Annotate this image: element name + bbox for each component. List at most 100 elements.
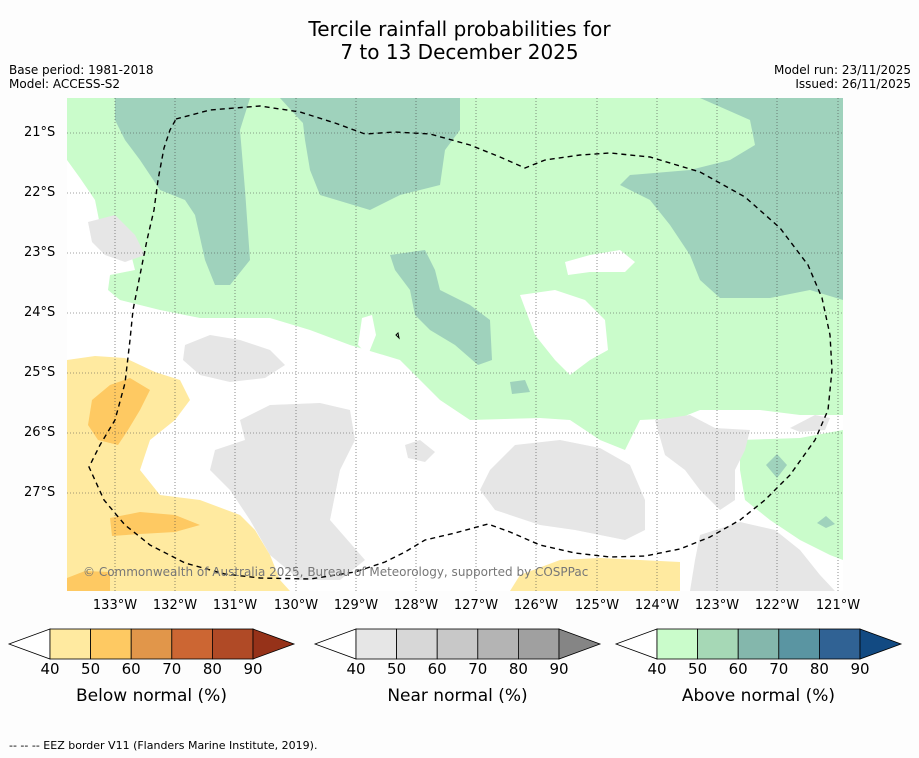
above-normal-50-spot	[510, 380, 530, 394]
colorbar-segment	[355, 628, 397, 660]
colorbar-segment	[477, 628, 519, 660]
title-line-2: 7 to 13 December 2025	[340, 40, 579, 64]
white-hole	[565, 250, 635, 275]
colorbar-extend-low	[7, 628, 51, 660]
grid-lines	[67, 98, 843, 591]
colorbar-segment	[130, 628, 173, 660]
colorbar-tick-label: 50	[387, 660, 407, 678]
below-normal-60-region-3	[67, 571, 110, 591]
colorbar-segment	[436, 628, 479, 660]
colorbar-tick-label: 70	[162, 660, 182, 678]
small-island	[395, 331, 400, 340]
below-normal-region-2	[510, 558, 680, 591]
colorbar-tick-label: 80	[202, 660, 222, 678]
colorbar-tick-label: 50	[688, 660, 708, 678]
longitude-label: 132°W	[152, 598, 198, 613]
longitude-label: 129°W	[333, 598, 379, 613]
above-normal-50-spot-2	[766, 454, 787, 478]
colorbar-tick-label: 70	[468, 660, 488, 678]
above-normal-50-region-4	[390, 250, 492, 365]
longitude-label: 131°W	[212, 598, 258, 613]
longitude-label: 122°W	[754, 598, 800, 613]
colorbar-extend-low	[614, 628, 658, 660]
colorbar-extend-high	[558, 628, 602, 660]
near-normal-region-2	[183, 335, 285, 382]
map-area	[67, 98, 843, 591]
colorbar-extend-high	[859, 628, 903, 660]
colorbar-segment	[211, 628, 254, 660]
longitude-label: 128°W	[393, 598, 439, 613]
colorbar-2	[313, 628, 602, 660]
longitude-label: 125°W	[574, 598, 620, 613]
above-normal-region-lower-right	[740, 430, 843, 560]
colorbar-segment	[49, 628, 91, 660]
latitude-label: 23°S	[24, 245, 56, 260]
footer-note: -- -- -- EEZ border V11 (Flanders Marine…	[9, 739, 318, 752]
colorbar-title: Near normal (%)	[387, 686, 528, 706]
meta-left: Base period: 1981-2018 Model: ACCESS-S2	[9, 63, 154, 91]
colorbar-extend-high	[252, 628, 296, 660]
copyright-notice: © Commonwealth of Australia 2025, Bureau…	[83, 565, 589, 579]
near-normal-region-4	[405, 440, 435, 462]
colorbar-segment	[737, 628, 780, 660]
latitude-label: 26°S	[24, 425, 56, 440]
colorbar-segment	[90, 628, 132, 660]
above-normal-50-spot-3	[817, 516, 835, 528]
colorbar-segment	[518, 628, 560, 660]
colorbar-tick-label: 90	[243, 660, 263, 678]
below-normal-60-region-2	[110, 512, 200, 536]
colorbar-segment	[697, 628, 739, 660]
colorbar-tick-label: 80	[508, 660, 528, 678]
base-period: Base period: 1981-2018	[9, 63, 154, 77]
colorbars	[7, 628, 903, 660]
latitude-label: 22°S	[24, 185, 56, 200]
colorbar-tick-label: 70	[769, 660, 789, 678]
colorbar-tick-label: 40	[647, 660, 667, 678]
colorbar-segment	[396, 628, 438, 660]
model-run: Model run: 23/11/2025	[773, 63, 911, 77]
above-normal-50-region-2	[115, 98, 250, 285]
colorbar-tick-label: 40	[40, 660, 60, 678]
longitude-label: 121°W	[815, 598, 861, 613]
colorbar-segment	[819, 628, 861, 660]
above-normal-50-region-3	[300, 98, 460, 210]
title-line-1: Tercile rainfall probabilities for	[308, 17, 611, 41]
issued-date: Issued: 26/11/2025	[795, 77, 911, 91]
colorbar-segment	[171, 628, 213, 660]
latitude-label: 27°S	[24, 485, 56, 500]
meta-right: Model run: 23/11/2025 Issued: 26/11/2025	[774, 63, 911, 91]
near-normal-region	[88, 215, 145, 262]
colorbar-tick-label: 50	[81, 660, 101, 678]
white-hole-3	[358, 315, 376, 355]
near-normal-region-7	[690, 522, 835, 591]
colorbar-title: Below normal (%)	[76, 686, 227, 706]
longitude-label: 126°W	[513, 598, 559, 613]
near-normal-region-8	[790, 415, 830, 432]
model-name: Model: ACCESS-S2	[9, 77, 121, 91]
eez-border	[88, 105, 833, 580]
white-hole-2	[520, 290, 608, 375]
colorbar-tick-label: 90	[549, 660, 569, 678]
colorbar-tick-label: 60	[728, 660, 748, 678]
colorbar-extend-low	[313, 628, 357, 660]
colorbar-tick-label: 60	[427, 660, 447, 678]
longitude-label: 130°W	[273, 598, 319, 613]
colorbar-tick-label: 40	[346, 660, 366, 678]
near-normal-region-6	[655, 415, 750, 510]
colorbar-tick-label: 80	[809, 660, 829, 678]
colorbar-segment	[656, 628, 698, 660]
longitude-label: 133°W	[92, 598, 138, 613]
above-normal-50-region-5	[620, 98, 843, 300]
colorbar-title: Above normal (%)	[681, 686, 836, 706]
colorbar-tick-label: 90	[850, 660, 870, 678]
longitude-label: 127°W	[453, 598, 499, 613]
latitude-label: 25°S	[24, 365, 56, 380]
longitude-label: 123°W	[694, 598, 740, 613]
latitude-label: 21°S	[24, 125, 56, 140]
near-normal-region-3	[210, 403, 365, 580]
latitude-label: 24°S	[24, 305, 56, 320]
colorbar-3	[614, 628, 903, 660]
below-normal-60-region	[88, 378, 150, 445]
near-normal-region-5	[480, 440, 645, 540]
